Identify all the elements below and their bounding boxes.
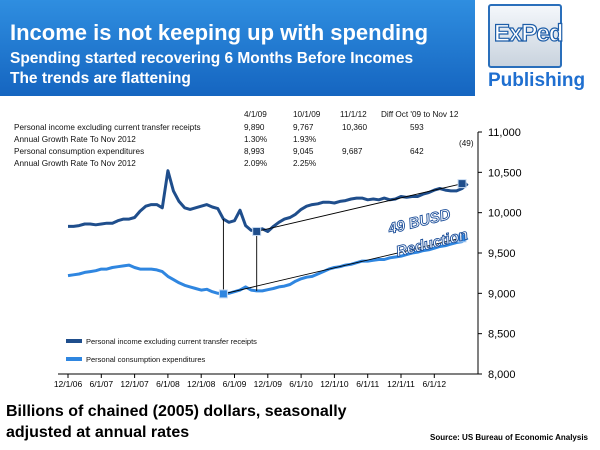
table-cell: 9,687 — [342, 147, 363, 156]
slide-subtitle: Spending started recovering 6 Months Bef… — [10, 50, 414, 67]
table-cell: 9,045 — [293, 147, 314, 156]
table-cell: 593 — [410, 123, 424, 132]
title-banner: Income is not keeping up with spending S… — [0, 0, 475, 96]
income-trend-line — [256, 183, 463, 232]
table-cell: 8,993 — [244, 147, 265, 156]
income-series-line — [68, 169, 469, 233]
y-tick-label: 9,500 — [488, 248, 516, 260]
reduction-annotation: 49 BUSD Reduction — [385, 205, 470, 261]
table-header-3: 11/1/12 — [340, 110, 367, 119]
consumption-trend-line — [223, 237, 463, 295]
x-tick-label: 12/1/06 — [54, 379, 83, 389]
logo-publishing: Publishing — [488, 70, 586, 91]
x-tick-label: 12/1/07 — [120, 379, 149, 389]
consumption-marker — [218, 289, 228, 299]
table-row-label: Personal consumption expenditures — [14, 147, 144, 156]
chart-marks — [67, 169, 469, 299]
income-marker — [457, 179, 467, 189]
logo-wordmark: ExPed — [493, 19, 564, 47]
data-table: 4/1/09 10/1/09 11/1/12 Diff Oct '09 to N… — [14, 110, 474, 168]
source-note: Source: US Bureau of Economic Analysis — [430, 433, 588, 442]
x-tick-label: 6/1/08 — [156, 379, 180, 389]
legend-label-consumption: Personal consumption expenditures — [86, 355, 205, 364]
table-cell: 642 — [410, 147, 424, 156]
table-cell: 9,890 — [244, 123, 265, 132]
x-tick-label: 6/1/11 — [356, 379, 379, 389]
y-tick-label: 8,000 — [488, 369, 516, 381]
table-cell: 10,360 — [342, 123, 367, 132]
table-cell: 9,767 — [293, 123, 314, 132]
y-tick-label: 11,000 — [488, 127, 521, 139]
y-tick-label: 8,500 — [488, 329, 516, 341]
y-tick-label: 10,000 — [488, 208, 522, 220]
slide-title: Income is not keeping up with spending — [10, 20, 429, 45]
x-tick-label: 6/1/07 — [89, 379, 113, 389]
chart-axes: 8,000 8,500 9,000 9,500 10,000 10,500 11,000 12… — [54, 127, 522, 389]
x-tick-label: 12/1/08 — [187, 379, 216, 389]
table-row-label: Personal income excluding current transf… — [14, 123, 201, 132]
table-cell-diff: (49) — [459, 139, 474, 148]
slide-subtitle-2: The trends are flattening — [10, 70, 191, 87]
consumption-marker — [457, 233, 467, 243]
table-cell: 2.25% — [293, 159, 316, 168]
table-row-label: Annual Growth Rate To Nov 2012 — [14, 159, 136, 168]
table-header-2: 10/1/09 — [293, 110, 321, 119]
income-marker — [252, 226, 262, 236]
table-cell: 1.93% — [293, 135, 316, 144]
consumption-series-line — [67, 236, 469, 296]
x-tick-label: 6/1/09 — [223, 379, 247, 389]
table-row-label: Annual Growth Rate To Nov 2012 — [14, 135, 136, 144]
x-tick-label: 12/1/11 — [387, 379, 415, 389]
table-header-1: 4/1/09 — [244, 110, 267, 119]
y-tick-label: 10,500 — [488, 167, 522, 179]
exped-logo: ExPed Publishing — [488, 4, 596, 100]
table-cell: 2.09% — [244, 159, 267, 168]
legend-label-income: Personal income excluding current transf… — [86, 337, 257, 346]
units-note-line-1: Billions of chained (2005) dollars, seas… — [6, 403, 347, 420]
table-header-4: Diff Oct '09 to Nov 12 — [381, 110, 459, 119]
units-note-line-2: adjusted at annual rates — [6, 424, 190, 441]
envelope-logo-icon: ExPed — [488, 4, 564, 68]
x-tick-label: 12/1/09 — [254, 379, 283, 389]
chart-legend: Personal income excluding current transf… — [66, 337, 257, 364]
x-tick-label: 6/1/12 — [422, 379, 446, 389]
x-tick-label: 6/1/10 — [289, 379, 313, 389]
y-tick-label: 9,000 — [488, 288, 516, 300]
x-tick-label: 12/1/10 — [320, 379, 349, 389]
table-cell: 1.30% — [244, 135, 267, 144]
